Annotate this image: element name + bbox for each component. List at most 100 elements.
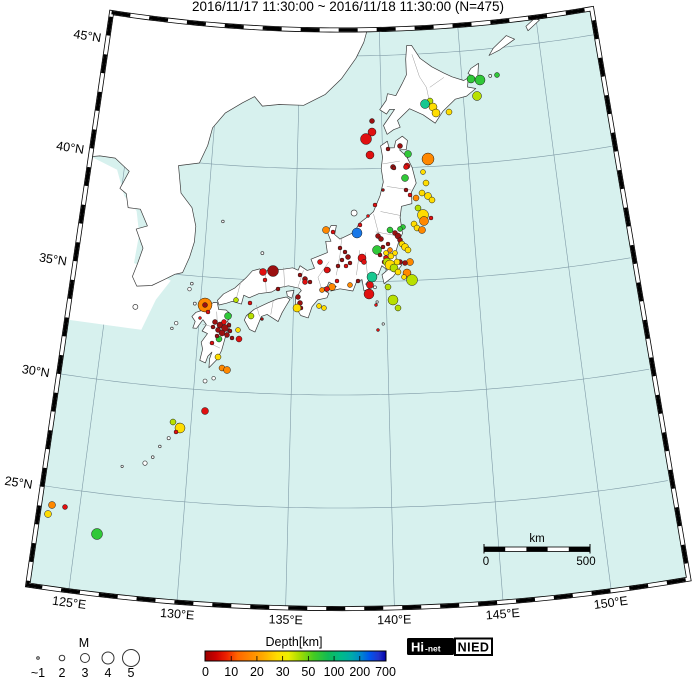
scale-bar: km 0 500	[483, 533, 596, 568]
nied-logo-box	[454, 637, 493, 656]
earthquake-dot	[224, 332, 230, 338]
earthquake-dot	[202, 302, 208, 308]
depth-tick-label: 0	[202, 665, 209, 679]
graticule-labels: 45°N 40°N 35°N 30°N 25°N 125°E 130°E 135°E 140°E…	[4, 27, 629, 627]
earthquake-dot	[431, 108, 441, 118]
earthquake-dot	[343, 263, 349, 269]
earthquake-dot	[355, 278, 361, 284]
coastline-polygon	[379, 44, 477, 135]
earthquake-dot	[44, 510, 52, 518]
earthquake-dot	[412, 194, 420, 202]
prefecture-border-line	[382, 160, 400, 165]
depth-tick-label: 30	[276, 665, 290, 679]
prefecture-border-line	[317, 261, 330, 278]
earthquake-dot	[404, 150, 412, 158]
earthquake-dot	[407, 192, 413, 198]
earthquake-dot	[173, 429, 179, 435]
earthquake-dot	[342, 249, 348, 255]
earthquake-epicenter-layer	[44, 72, 500, 540]
earthquake-dot	[351, 227, 363, 239]
earthquake-dot	[366, 214, 370, 218]
earthquake-dot	[387, 252, 395, 260]
earthquake-dot	[247, 300, 253, 306]
earthquake-dot	[302, 279, 308, 285]
depth-tick-label: 50	[301, 665, 315, 679]
earthquake-dot	[418, 189, 426, 197]
earthquake-dot	[334, 278, 340, 284]
earthquake-dot	[48, 501, 56, 509]
earthquake-dot	[361, 259, 367, 265]
earthquake-dot	[62, 504, 68, 510]
earthquake-dot	[214, 353, 222, 361]
small-island	[158, 444, 162, 449]
small-island	[150, 455, 155, 459]
depth-legend-title: Depth[km]	[266, 635, 323, 649]
earthquake-dot	[386, 226, 394, 234]
small-island	[132, 304, 139, 310]
meridian-line	[535, 17, 612, 591]
earthquake-dot	[403, 164, 409, 170]
magnitude-size-label: 5	[128, 666, 135, 680]
small-island	[350, 209, 358, 217]
earthquake-dot	[317, 259, 323, 265]
earthquake-dot	[363, 288, 375, 300]
depth-tick-label: 100	[324, 665, 345, 679]
prefecture-border-line	[256, 304, 260, 317]
earthquake-dot	[406, 274, 418, 286]
earthquake-dot	[401, 274, 407, 280]
earthquake-dot	[472, 91, 482, 101]
small-island	[190, 281, 194, 286]
earthquake-dot	[367, 127, 377, 137]
magnitude-size-circle	[58, 654, 66, 662]
magnitude-size-label: ~1	[31, 666, 45, 680]
earthquake-dot	[233, 297, 239, 303]
earthquake-dot	[421, 152, 435, 166]
depth-tick-label: 20	[250, 665, 264, 679]
earthquake-dot	[428, 215, 434, 221]
earthquake-dot	[420, 99, 430, 109]
small-island	[142, 460, 148, 466]
earthquake-dot	[428, 196, 436, 204]
earthquake-dot	[380, 244, 386, 250]
earthquake-dot	[227, 328, 233, 334]
earthquake-dot	[335, 263, 341, 269]
small-island	[221, 219, 225, 224]
hinet-logo-net-text: -net	[425, 644, 441, 654]
earthquake-dot	[369, 118, 375, 124]
earthquake-dot	[372, 202, 378, 208]
depth-tick-label: 200	[349, 665, 370, 679]
prefecture-border-line	[317, 277, 322, 289]
earthquake-dot	[466, 74, 476, 84]
prefecture-border-line	[270, 301, 274, 315]
earthquake-dot	[383, 250, 389, 256]
earthquake-dot	[394, 268, 402, 276]
earthquake-dot	[260, 317, 264, 321]
small-island	[174, 320, 179, 326]
latitude-label: 25°N	[4, 474, 34, 492]
small-island	[187, 286, 192, 292]
earthquake-dot	[324, 286, 330, 292]
earthquake-dot	[366, 281, 374, 289]
earthquake-dot	[321, 305, 327, 311]
earthquake-dot	[347, 260, 353, 266]
small-island	[192, 301, 197, 306]
earthquake-dot	[387, 294, 399, 306]
earthquake-dot	[292, 303, 302, 313]
earthquake-dot	[391, 165, 397, 171]
scalebar-end-label: 500	[576, 556, 595, 568]
depth-tick-label: 10	[224, 665, 238, 679]
earthquake-dot	[259, 268, 267, 276]
meridian-line	[379, 29, 395, 608]
earthquake-dot	[337, 245, 343, 251]
prefecture-border-line	[356, 250, 361, 276]
earthquake-dot	[295, 294, 301, 300]
earthquake-dot	[319, 287, 325, 293]
depth-legend: Depth[km] 0 10 20 30 50 100 200 700	[202, 635, 396, 679]
longitude-label: 150°E	[593, 594, 629, 612]
earthquake-dot	[226, 322, 232, 328]
longitude-label: 135°E	[268, 612, 303, 627]
earthquake-dot	[247, 312, 255, 320]
depth-colorbar	[204, 650, 387, 662]
magnitude-legend: M ~1 2 3 4 5	[31, 636, 140, 680]
